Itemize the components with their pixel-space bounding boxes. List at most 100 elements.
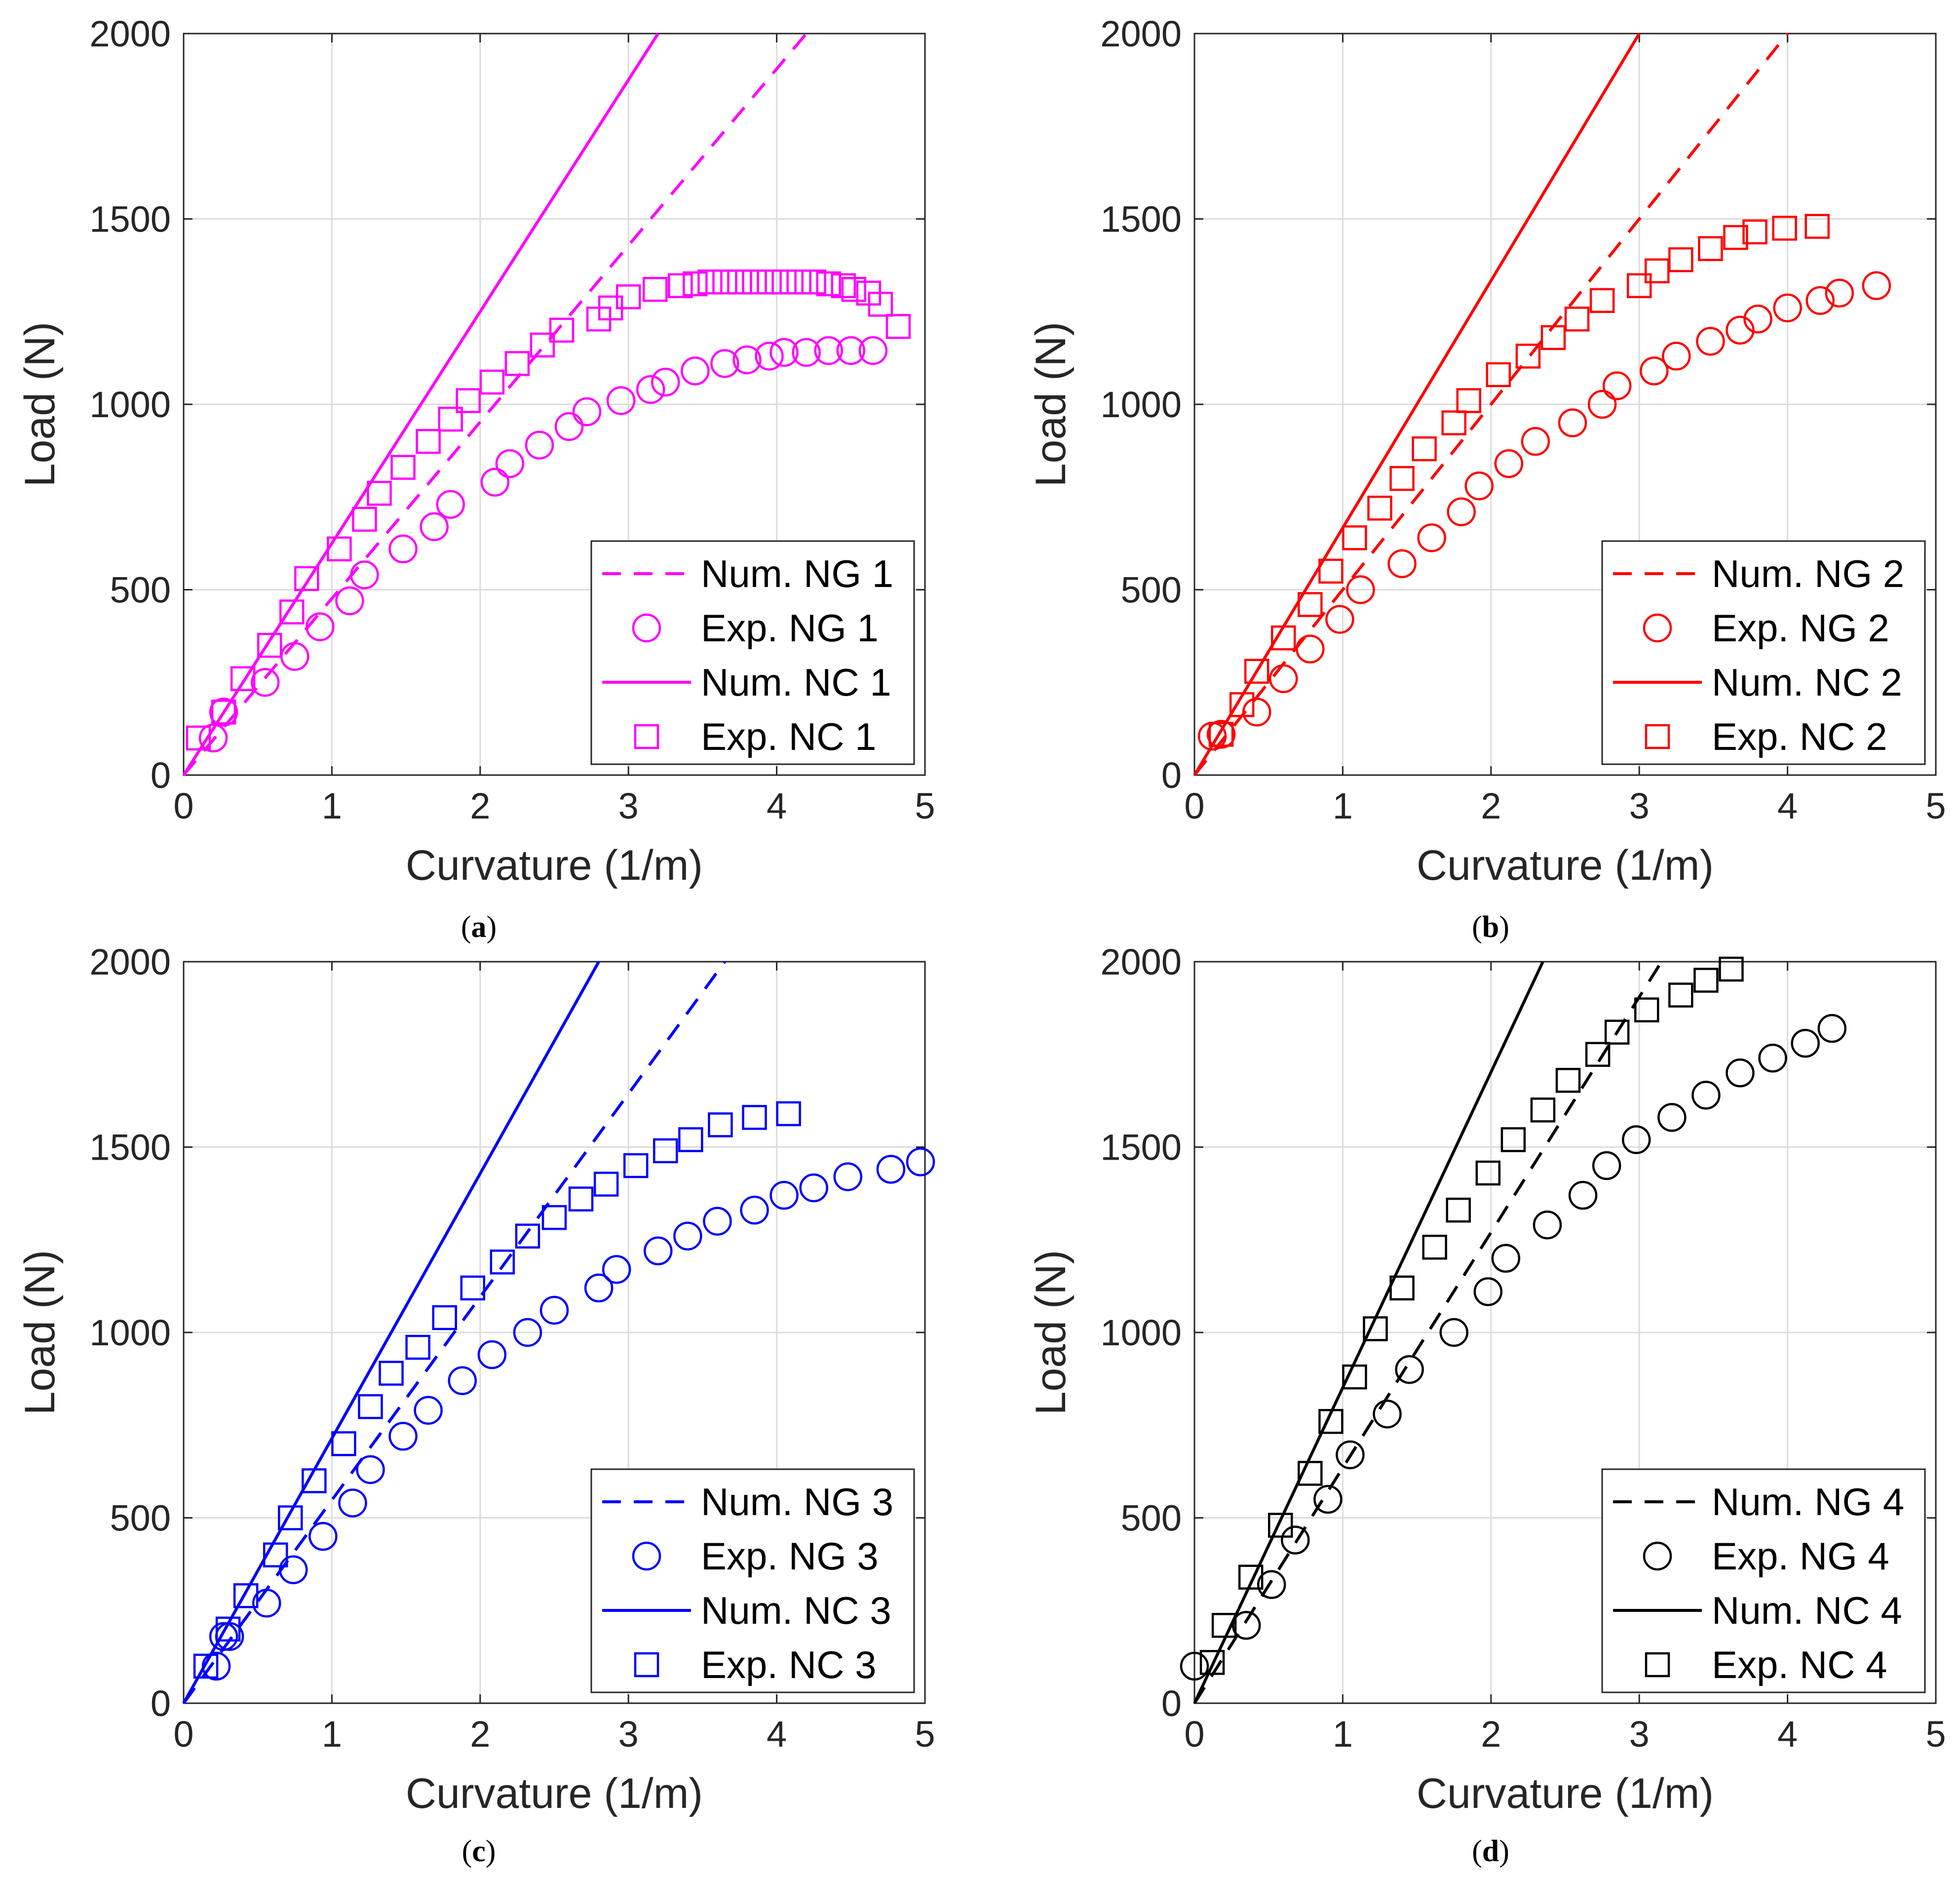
x-tick-label: 5: [915, 1714, 935, 1755]
data-point-square: [1564, 307, 1590, 332]
data-point-square: [885, 314, 911, 339]
data-point-square: [742, 269, 767, 295]
data-point-square: [816, 271, 841, 297]
data-point-square: [1475, 1160, 1501, 1186]
data-point-square: [1229, 692, 1255, 717]
data-point-circle: [1806, 286, 1835, 315]
data-point-square: [1422, 1235, 1447, 1260]
data-point-circle: [710, 349, 739, 378]
data-point-square: [193, 1653, 219, 1679]
data-point-square: [568, 1186, 594, 1212]
data-point-circle: [681, 356, 710, 386]
data-point-circle: [1395, 1355, 1424, 1384]
y-tick-label: 1000: [1100, 384, 1182, 425]
y-tick-label: 0: [151, 1683, 171, 1724]
y-tick-label: 1000: [1100, 1312, 1182, 1353]
data-point-circle: [1587, 390, 1617, 419]
y-tick-label: 2000: [89, 941, 171, 982]
data-point-circle: [1373, 1399, 1402, 1429]
data-point-square: [653, 1138, 678, 1164]
data-point-circle: [1726, 1058, 1755, 1088]
x-tick-label: 5: [1925, 785, 1946, 826]
data-point-circle: [356, 1455, 385, 1485]
series-circle: [1197, 271, 1891, 751]
data-point-circle: [1825, 278, 1854, 308]
data-point-square: [727, 269, 752, 295]
data-point-square: [1367, 496, 1392, 521]
panel-caption: (a): [461, 910, 497, 944]
series-line: [1193, 33, 1641, 776]
data-point-circle: [740, 1195, 769, 1225]
series-line: [182, 961, 726, 1704]
data-point-circle: [1696, 327, 1725, 356]
x-tick-label: 4: [767, 785, 787, 826]
data-point-circle: [335, 586, 364, 616]
x-tick-label: 1: [1333, 785, 1353, 826]
y-tick-label: 1500: [89, 1127, 171, 1168]
data-point-square: [1530, 1097, 1556, 1123]
x-tick-label: 2: [1481, 785, 1501, 826]
data-point-square: [327, 536, 352, 562]
x-tick-label: 3: [1629, 1714, 1650, 1755]
y-axis-label: Load (N): [1027, 1250, 1075, 1415]
series-line: [1193, 961, 1544, 1704]
data-point-square: [1486, 362, 1511, 388]
panel-caption-letter: b: [1482, 910, 1499, 944]
data-point-square: [279, 599, 305, 625]
data-point-circle: [1862, 271, 1891, 300]
data-point-square: [504, 351, 530, 376]
data-point-square: [1318, 1408, 1344, 1434]
data-point-circle: [1439, 1318, 1468, 1347]
data-point-circle: [513, 1318, 542, 1347]
data-point-square: [683, 271, 708, 297]
data-point-square: [405, 1334, 430, 1360]
x-tick-label: 4: [1777, 785, 1798, 826]
data-point-square: [742, 1105, 767, 1130]
data-point-circle: [350, 560, 379, 589]
legend-swatch-square: [1645, 724, 1670, 749]
series-square: [186, 269, 911, 751]
data-point-square: [1268, 1513, 1293, 1538]
legend-label: Num. NG 4: [1712, 1480, 1904, 1524]
data-point-square: [615, 284, 641, 310]
data-point-square: [1208, 722, 1234, 747]
data-point-square: [515, 1223, 540, 1249]
data-point-square: [1441, 410, 1466, 435]
data-point-square: [1772, 216, 1797, 241]
data-point-square: [757, 269, 782, 295]
x-tick-label: 5: [915, 785, 935, 826]
data-point-circle: [906, 1147, 935, 1176]
data-point-circle: [799, 1173, 828, 1203]
data-point-circle: [814, 336, 843, 365]
y-tick-label: 1500: [1100, 1127, 1182, 1168]
data-point-circle: [209, 1622, 238, 1651]
data-point-square: [186, 725, 211, 751]
x-tick-label: 0: [173, 1714, 193, 1755]
data-point-circle: [1447, 497, 1476, 527]
data-point-circle: [703, 1207, 732, 1236]
data-point-square: [479, 369, 505, 395]
legend-label: Num. NC 4: [1712, 1589, 1902, 1632]
legend-label: Num. NG 2: [1712, 552, 1904, 595]
data-point-square: [1211, 1613, 1237, 1638]
data-point-circle: [1473, 1277, 1503, 1306]
data-point-circle: [1691, 1081, 1721, 1110]
data-point-circle: [279, 1555, 308, 1584]
data-point-circle: [1773, 293, 1802, 322]
data-point-circle: [1257, 1570, 1286, 1599]
legend-label: Exp. NC 1: [701, 715, 876, 758]
legend-label: Exp. NG 1: [701, 606, 879, 650]
data-point-circle: [252, 1588, 281, 1618]
y-tick-label: 500: [110, 1498, 171, 1539]
x-tick-label: 3: [1629, 785, 1650, 826]
legend-swatch-circle: [1643, 613, 1672, 643]
data-point-square: [390, 455, 416, 480]
data-point-square: [233, 1583, 259, 1608]
data-point-circle: [250, 668, 280, 697]
x-tick-label: 5: [1925, 1714, 1946, 1755]
legend: Num. NG 2 Exp. NG 2 Num. NC 2 Exp. NC 2: [1601, 540, 1926, 765]
series-square: [193, 1101, 801, 1679]
data-point-circle: [306, 612, 335, 641]
data-point-square: [352, 507, 377, 532]
data-point-square: [643, 276, 668, 302]
